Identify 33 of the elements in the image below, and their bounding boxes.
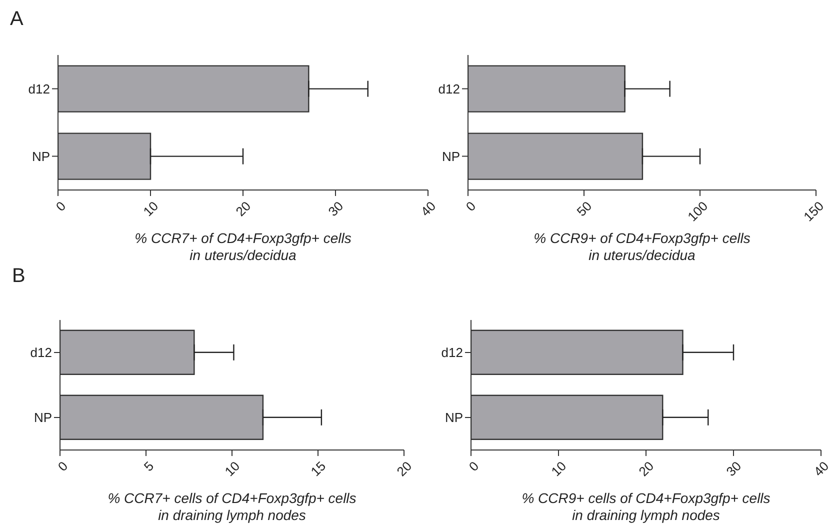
x-tick-label: 10 — [140, 198, 162, 220]
x-tick-label: 20 — [636, 458, 657, 480]
x-axis-title: % CCR7+ cells of CD4+Foxp3gfp+ cells in draining lymph nodes — [106, 490, 358, 524]
x-tick-label: 0 — [462, 198, 479, 214]
x-tick-label: 40 — [418, 198, 439, 220]
text: A — [10, 8, 24, 31]
y-tick-label: NP — [444, 410, 463, 426]
x-tick-label: 5 — [140, 458, 157, 474]
x-axis-title: % CCR9+ of CD4+Foxp3gfp+ cells in uterus/decidua — [532, 230, 752, 264]
y-tick-label: NP — [34, 410, 52, 426]
x-tick-label: 0 — [54, 458, 71, 474]
x-tick-label: 20 — [232, 198, 254, 220]
y-tick-label: d12 — [28, 81, 50, 96]
x-tick-label: 40 — [810, 458, 830, 480]
y-tick-label: d12 — [441, 345, 463, 360]
y-tick-label: d12 — [30, 345, 52, 360]
x-tick-label: 100 — [684, 198, 711, 224]
y-tick-label: NP — [442, 148, 460, 164]
x-tick-label: 0 — [466, 458, 482, 474]
x-tick-label: 30 — [723, 458, 744, 480]
x-tick-label: 15 — [308, 458, 329, 480]
text: B — [12, 265, 26, 288]
x-tick-label: 20 — [394, 458, 415, 480]
y-tick-label: d12 — [438, 81, 460, 96]
x-tick-label: 10 — [222, 458, 243, 480]
x-axis-title: % CCR9+ cells of CD4+Foxp3gfp+ cells in draining lymph nodes — [520, 490, 772, 524]
x-tick-label: 0 — [52, 198, 69, 214]
x-axis-title: % CCR7+ of CD4+Foxp3gfp+ cells in uterus/decidua — [134, 230, 352, 264]
x-tick-label: 150 — [800, 198, 827, 224]
x-tick-label: 10 — [548, 458, 570, 480]
x-tick-label: 30 — [325, 198, 346, 220]
y-tick-label: NP — [32, 148, 50, 164]
x-tick-label: 50 — [574, 198, 595, 220]
